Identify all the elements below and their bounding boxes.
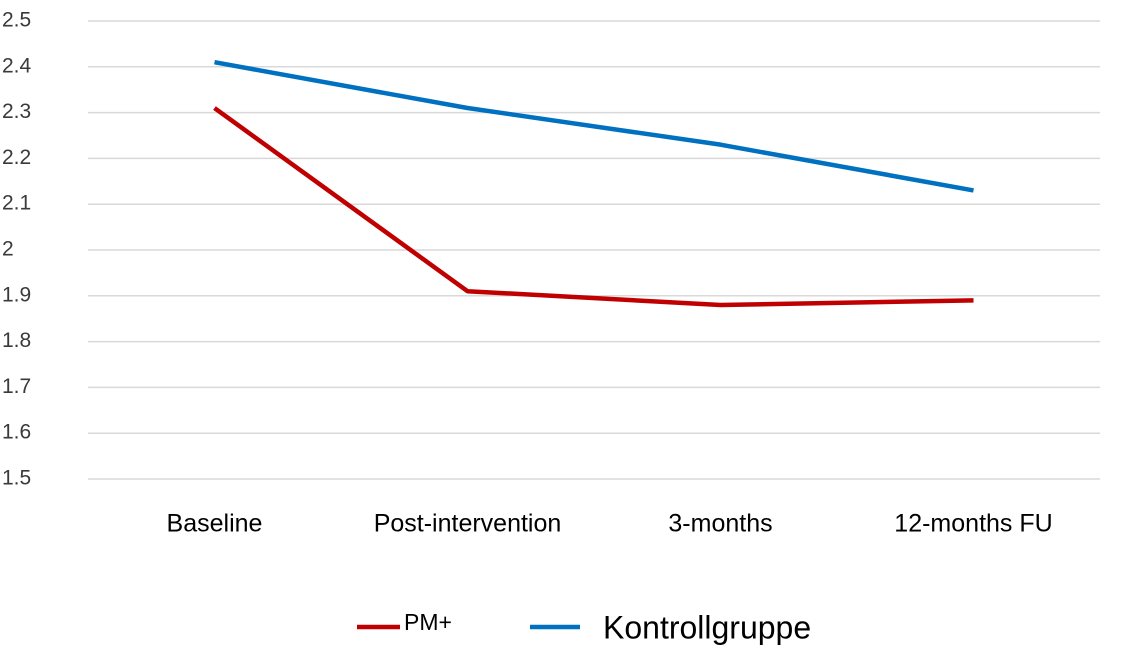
x-tick-label: 3-months: [668, 510, 772, 538]
y-tick-label: 2: [2, 238, 14, 261]
y-tick-label: 1.6: [2, 421, 31, 444]
y-tick-label: 1.9: [2, 283, 31, 306]
legend-label: PM+: [404, 609, 452, 635]
y-tick-label: 2.5: [2, 9, 31, 32]
x-tick-label: Baseline: [167, 510, 263, 538]
y-tick-label: 2.1: [2, 192, 31, 215]
y-tick-label: 2.4: [2, 54, 32, 77]
legend-label: Kontrollgruppe: [603, 609, 811, 645]
y-tick-label: 2.3: [2, 100, 31, 123]
y-tick-label: 1.8: [2, 329, 31, 352]
data-line: [213, 106, 974, 308]
x-tick-label: 12-months FU: [894, 510, 1052, 538]
x-tick-label: Post-intervention: [374, 510, 562, 538]
y-tick-label: 1.7: [2, 375, 31, 398]
data-line: [214, 60, 974, 193]
y-tick-label: 2.2: [2, 146, 31, 169]
y-tick-label: 1.5: [2, 467, 31, 490]
